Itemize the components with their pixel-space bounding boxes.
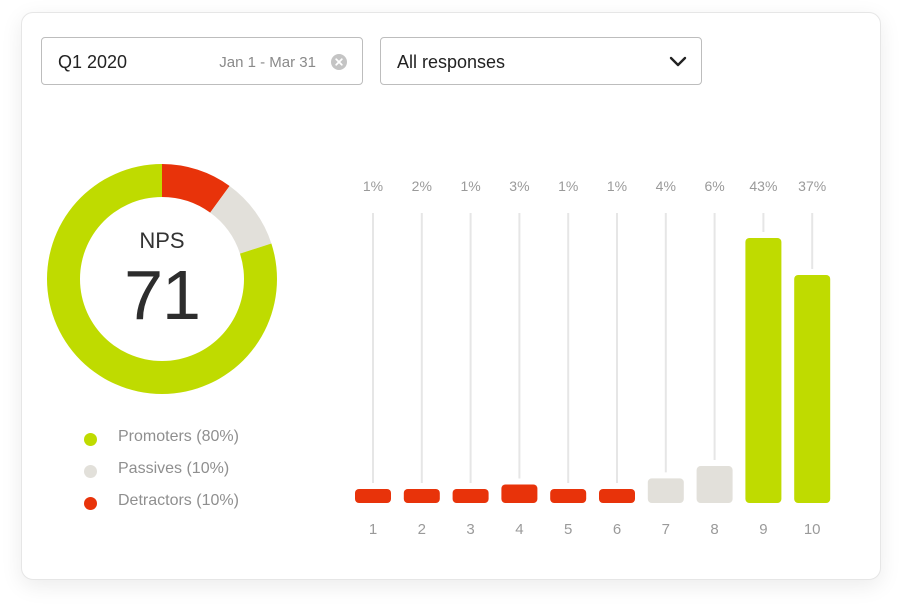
nps-score: 71 xyxy=(124,256,201,334)
bar-score-6 xyxy=(599,489,635,503)
donut-slice-detractors xyxy=(162,164,230,213)
bar-score-2 xyxy=(403,489,440,503)
x-tick-label: 1 xyxy=(369,521,377,538)
x-tick-label: 7 xyxy=(662,521,670,538)
donut-slice-passives xyxy=(210,185,272,254)
nps-label: NPS xyxy=(139,228,185,253)
legend-label-promoters: Promoters (80%) xyxy=(118,428,239,445)
bar-value-label: 3% xyxy=(509,178,529,194)
bar-score-3 xyxy=(452,489,489,503)
legend-label-passives: Passives (10%) xyxy=(118,460,230,477)
bar-value-label: 4% xyxy=(656,178,676,194)
bar-value-label: 1% xyxy=(363,178,383,194)
x-tick-label: 10 xyxy=(804,521,821,538)
bar-score-7 xyxy=(647,478,684,503)
bar-score-8 xyxy=(696,466,733,503)
date-range-filter[interactable]: Q1 2020 Jan 1 - Mar 31 xyxy=(41,37,363,85)
legend-dot-passives xyxy=(84,465,97,478)
bar-score-4 xyxy=(501,484,538,503)
x-tick-label: 9 xyxy=(759,521,767,538)
responses-select-value: All responses xyxy=(397,52,506,72)
x-tick-label: 5 xyxy=(564,521,572,538)
x-tick-label: 6 xyxy=(613,521,621,538)
bar-score-1 xyxy=(355,489,391,503)
bar-value-label: 2% xyxy=(412,178,432,194)
bar-value-label: 43% xyxy=(749,178,777,194)
x-tick-label: 2 xyxy=(418,521,426,538)
chevron-down-icon xyxy=(669,56,687,67)
bar-value-label: 6% xyxy=(704,178,724,194)
nps-donut-chart xyxy=(46,164,277,394)
bar-value-label: 1% xyxy=(607,178,627,194)
nps-card xyxy=(21,12,881,580)
bar-value-label: 1% xyxy=(558,178,578,194)
bar-score-5 xyxy=(550,489,587,503)
x-tick-label: 8 xyxy=(710,521,718,538)
period-range: Jan 1 - Mar 31 xyxy=(219,54,316,71)
legend-dot-promoters xyxy=(84,433,97,446)
bar-score-9 xyxy=(745,238,782,503)
bar-value-label: 37% xyxy=(798,178,826,194)
responses-select[interactable]: All responses xyxy=(380,37,702,85)
bar-value-label: 1% xyxy=(460,178,480,194)
x-tick-label: 3 xyxy=(466,521,474,538)
period-label: Q1 2020 xyxy=(58,52,128,72)
score-distribution-bar-chart: 1% 1 2% 2 1% 3 3% 4 1% 5 1% 6 4% 7 6% 8 43% 9 37% 10 xyxy=(355,178,831,538)
bar-score-10 xyxy=(794,274,831,503)
legend-dot-detractors xyxy=(84,497,97,510)
close-circle-icon[interactable] xyxy=(331,54,347,70)
x-tick-label: 4 xyxy=(515,521,523,538)
legend-label-detractors: Detractors (10%) xyxy=(118,492,239,509)
